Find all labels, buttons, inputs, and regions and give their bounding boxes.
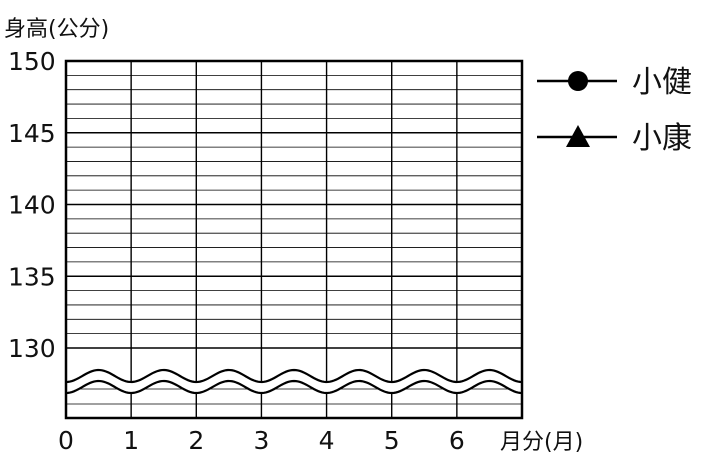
legend-label-series-2: 小康 [632, 121, 692, 156]
x-tick-label: 2 [188, 426, 204, 455]
y-tick-labels: 150 145 140 135 130 [8, 47, 56, 363]
y-tick-label: 130 [8, 334, 56, 363]
y-tick-label: 140 [8, 191, 56, 220]
triangle-marker-icon [566, 125, 590, 147]
x-tick-labels: 0 1 2 3 4 5 6 [58, 426, 465, 455]
y-tick-label: 135 [8, 262, 56, 291]
grid [66, 60, 522, 418]
y-axis-title: 身高(公分) [4, 17, 109, 42]
axis-break [65, 368, 523, 395]
x-tick-label: 6 [449, 426, 465, 455]
legend-item-series-2: 小康 [537, 121, 692, 156]
x-axis-title: 月分(月) [500, 430, 583, 455]
y-tick-label: 145 [8, 119, 56, 148]
x-tick-label: 5 [384, 426, 400, 455]
y-tick-label: 150 [8, 47, 56, 76]
legend-item-series-1: 小健 [537, 65, 692, 100]
x-tick-label: 4 [319, 426, 335, 455]
legend-label-series-1: 小健 [632, 65, 692, 100]
x-tick-label: 0 [58, 426, 74, 455]
axis-break-line [65, 379, 523, 395]
x-tick-label: 1 [123, 426, 139, 455]
legend: 小健 小康 [537, 65, 692, 156]
x-tick-label: 3 [253, 426, 269, 455]
circle-marker-icon [568, 71, 588, 91]
axis-break-line [65, 368, 523, 384]
plot-frame [64, 59, 524, 420]
